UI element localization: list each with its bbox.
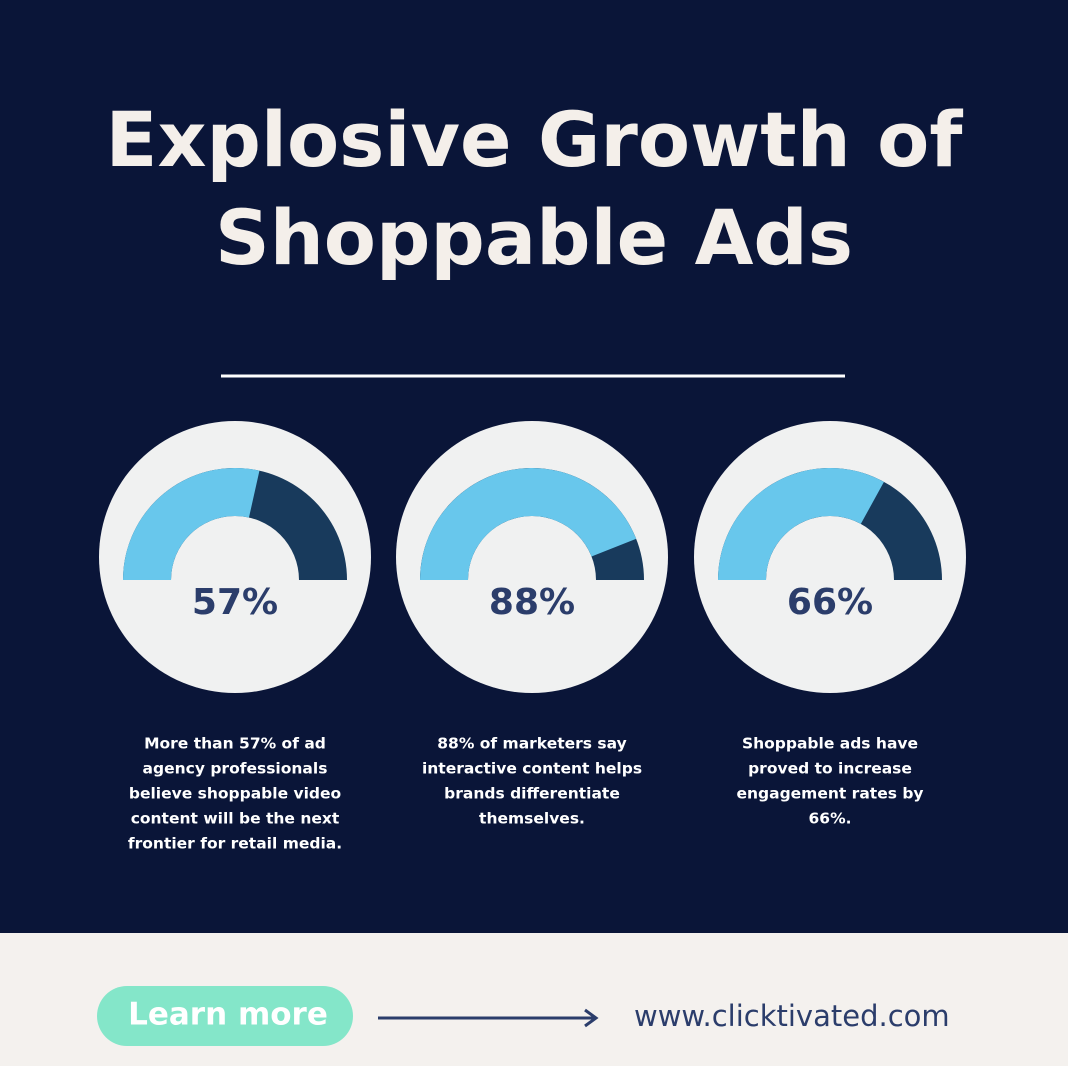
gauge-disc <box>396 421 668 693</box>
caption-line: 66%. <box>809 810 852 828</box>
caption-line: engagement rates by <box>736 785 923 803</box>
website-url: www.clicktivated.com <box>634 999 950 1033</box>
gauge-disc <box>99 421 371 693</box>
caption-line: brands differentiate <box>444 785 620 803</box>
caption-line: content will be the next <box>131 810 340 828</box>
gauge-disc <box>694 421 966 693</box>
button-label[interactable]: Learn more <box>128 997 328 1033</box>
caption-line: frontier for retail media. <box>128 835 342 853</box>
caption-line: proved to increase <box>748 760 912 778</box>
caption-line: interactive content helps <box>422 760 642 778</box>
caption-line: themselves. <box>479 810 585 828</box>
gauge-label: 88% <box>489 582 575 623</box>
gauge-value <box>123 468 260 580</box>
title-line: Explosive Growth of <box>106 95 964 184</box>
gauge-label: 66% <box>787 582 873 623</box>
gauge-label: 57% <box>192 582 278 623</box>
caption-line: agency professionals <box>143 760 328 778</box>
arrow-head <box>584 1008 599 1028</box>
caption-line: More than 57% of ad <box>144 735 326 753</box>
footer: Learn more www.clicktivated.com <box>97 986 950 1046</box>
title-line: Shoppable Ads <box>215 193 853 282</box>
caption-line: 88% of marketers say <box>437 735 626 753</box>
gauge-value <box>718 467 884 580</box>
learn-more-button[interactable] <box>97 986 353 1046</box>
caption-line: believe shoppable video <box>129 785 341 803</box>
caption-line: Shoppable ads have <box>742 735 918 753</box>
gauge-value <box>420 468 637 580</box>
